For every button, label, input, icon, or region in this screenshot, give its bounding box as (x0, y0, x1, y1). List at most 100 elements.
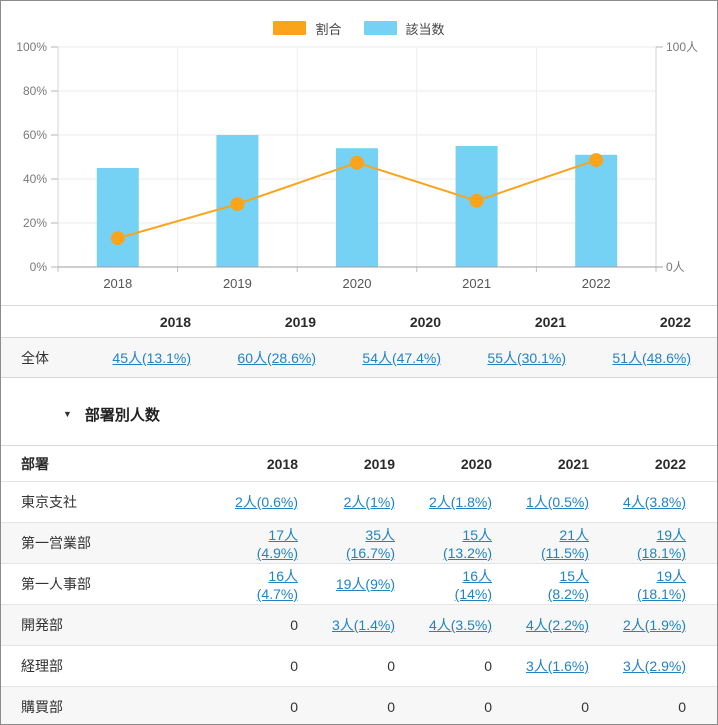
value-cell: 3人(2.9%) (622, 646, 717, 687)
value-cell: 16人(4.7%) (234, 564, 331, 605)
table-row: 第一人事部 16人(4.7%) 19人(9%) 16人(14%) 15人(8.2%) 19… (1, 564, 717, 605)
table-row: 経理部 0 0 0 3人(1.6%) 3人(2.9%) (1, 646, 717, 687)
value-link[interactable]: 2人(1.8%) (428, 494, 492, 510)
value-link[interactable]: 4人(3.5%) (428, 617, 492, 633)
bar-2018[interactable] (96, 168, 139, 267)
value-link[interactable]: 45人(13.1%) (112, 349, 191, 366)
year-column-header: 2020 (460, 455, 492, 472)
section-title: 部署別人数 (84, 406, 160, 424)
left-axis-label: 60% (23, 128, 47, 142)
ratio-swatch-icon (273, 21, 307, 35)
value-cell: 0 (290, 699, 298, 715)
value-link[interactable]: 17人(4.9%) (256, 527, 298, 561)
value-link[interactable]: 4人(2.2%) (525, 617, 589, 633)
value-cell: 4人(2.2%) (525, 605, 622, 646)
legend-item-ratio[interactable]: 割合 (273, 19, 342, 38)
point-2021[interactable] (469, 193, 484, 208)
value-link[interactable]: 19人(18.1%) (636, 568, 686, 602)
value-cell: 0 (387, 658, 395, 674)
value-link[interactable]: 19人(9%) (335, 576, 395, 592)
row-label: 開発部 (21, 617, 63, 633)
value-link[interactable]: 2人(0.6%) (234, 494, 298, 510)
value-cell: 45人(13.1%) (94, 338, 219, 378)
row-label: 購買部 (21, 699, 63, 715)
value-link[interactable]: 3人(1.6%) (525, 658, 589, 674)
value-link[interactable]: 19人(18.1%) (636, 527, 686, 561)
value-cell: 2人(0.6%) (234, 482, 331, 523)
point-2022[interactable] (589, 153, 604, 168)
value-link[interactable]: 15人(8.2%) (547, 568, 589, 602)
value-cell: 4人(3.5%) (428, 605, 525, 646)
value-cell: 60人(28.6%) (219, 338, 344, 378)
value-cell: 19人(9%) (331, 564, 428, 605)
table-row: 開発部 0 3人(1.4%) 4人(3.5%) 4人(2.2%) 2人(1.9%) (1, 604, 717, 646)
table-row: 東京支社 2人(0.6%) 2人(1%) 2人(1.8%) 1人(0.5%) 4人(3.8… (1, 482, 717, 523)
value-cell: 16人(14%) (428, 564, 525, 605)
chart-legend: 割合 該当数 (1, 1, 717, 37)
point-2020[interactable] (350, 155, 364, 170)
value-link[interactable]: 54人(47.4%) (362, 349, 441, 366)
value-cell: 4人(3.8%) (622, 482, 717, 523)
value-link[interactable]: 60人(28.6%) (237, 349, 316, 366)
table-row: 第一営業部 17人(4.9%) 35人(16.7%) 15人(13.2%) 21人(11… (1, 522, 717, 564)
table-row: 購買部 0 0 0 0 0 (1, 686, 717, 724)
x-axis-category-label: 2018 (103, 276, 132, 291)
value-link[interactable]: 51人(48.6%) (612, 349, 691, 366)
value-link[interactable]: 2人(1%) (343, 494, 395, 510)
collapse-triangle-icon: ▼ (63, 408, 72, 419)
right-axis-label: 0人 (666, 260, 685, 274)
legend-label-ratio: 割合 (315, 21, 342, 37)
bar-2022[interactable] (575, 154, 618, 267)
year-column-header: 2020 (409, 313, 441, 330)
combo-chart-svg: 0% 20% 40% 60% 80% 100% 0人 100人 2018 2019 2020 2021… (16, 40, 698, 291)
year-column-header: 2019 (363, 455, 395, 472)
value-cell: 21人(11.5%) (525, 523, 622, 564)
year-column-header: 2021 (534, 313, 566, 330)
year-column-header: 2022 (654, 455, 686, 472)
value-cell: 0 (484, 658, 492, 674)
left-axis-label: 80% (23, 84, 47, 98)
legend-item-count[interactable]: 該当数 (363, 19, 445, 38)
value-cell: 54人(47.4%) (344, 338, 469, 378)
value-link[interactable]: 35人(16.7%) (345, 527, 395, 561)
value-cell: 0 (581, 699, 589, 715)
summary-table-el: 2018 2019 2020 2021 2022 全体 45人(13.1%) 60人(28.6… (1, 305, 717, 378)
combo-chart: 0% 20% 40% 60% 80% 100% 0人 100人 2018 2019 2020 2021… (1, 39, 717, 295)
x-axis-category-label: 2022 (582, 276, 611, 291)
value-link[interactable]: 21人(11.5%) (541, 527, 589, 561)
department-section-toggle[interactable]: ▼ 部署別人数 (1, 404, 717, 424)
value-cell: 15人(13.2%) (428, 523, 525, 564)
value-cell: 19人(18.1%) (622, 564, 717, 605)
value-cell: 55人(30.1%) (469, 338, 594, 378)
value-link[interactable]: 16人(14%) (454, 568, 492, 602)
x-axis-category-label: 2020 (343, 276, 372, 291)
row-label-header (1, 306, 94, 338)
value-link[interactable]: 16人(4.7%) (256, 568, 298, 602)
summary-table: 2018 2019 2020 2021 2022 全体 45人(13.1%) 60人(28.6… (1, 305, 717, 378)
row-label: 全体 (21, 349, 49, 366)
department-table-el: 部署 2018 2019 2020 2021 2022 東京支社 2人(0.6%) 2人(1%)… (1, 445, 717, 724)
value-link[interactable]: 4人(3.8%) (622, 494, 686, 510)
value-link[interactable]: 3人(2.9%) (622, 658, 686, 674)
year-column-header: 2018 (266, 455, 298, 472)
value-cell: 51人(48.6%) (594, 338, 717, 378)
x-axis-category-label: 2021 (462, 276, 491, 291)
value-link[interactable]: 3人(1.4%) (331, 617, 395, 633)
value-cell: 0 (290, 617, 298, 633)
value-cell: 0 (290, 658, 298, 674)
header-row: 2018 2019 2020 2021 2022 (1, 306, 717, 338)
value-link[interactable]: 15人(13.2%) (442, 527, 492, 561)
left-axis-label: 0% (30, 260, 48, 274)
value-cell: 1人(0.5%) (525, 482, 622, 523)
table-row: 全体 45人(13.1%) 60人(28.6%) 54人(47.4%) 55人(30.1… (1, 337, 717, 378)
value-cell: 0 (484, 699, 492, 715)
row-label-header: 部署 (21, 455, 49, 472)
point-2018[interactable] (110, 231, 125, 246)
value-link[interactable]: 55人(30.1%) (487, 349, 566, 366)
year-column-header: 2019 (284, 313, 316, 330)
point-2019[interactable] (230, 197, 245, 212)
value-link[interactable]: 2人(1.9%) (622, 617, 686, 633)
value-link[interactable]: 1人(0.5%) (525, 494, 589, 510)
row-label: 東京支社 (21, 494, 77, 510)
